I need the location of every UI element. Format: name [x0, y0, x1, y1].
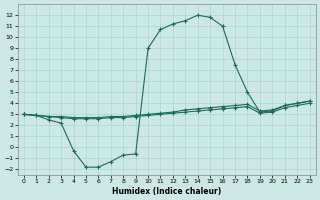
X-axis label: Humidex (Indice chaleur): Humidex (Indice chaleur) [112, 187, 221, 196]
